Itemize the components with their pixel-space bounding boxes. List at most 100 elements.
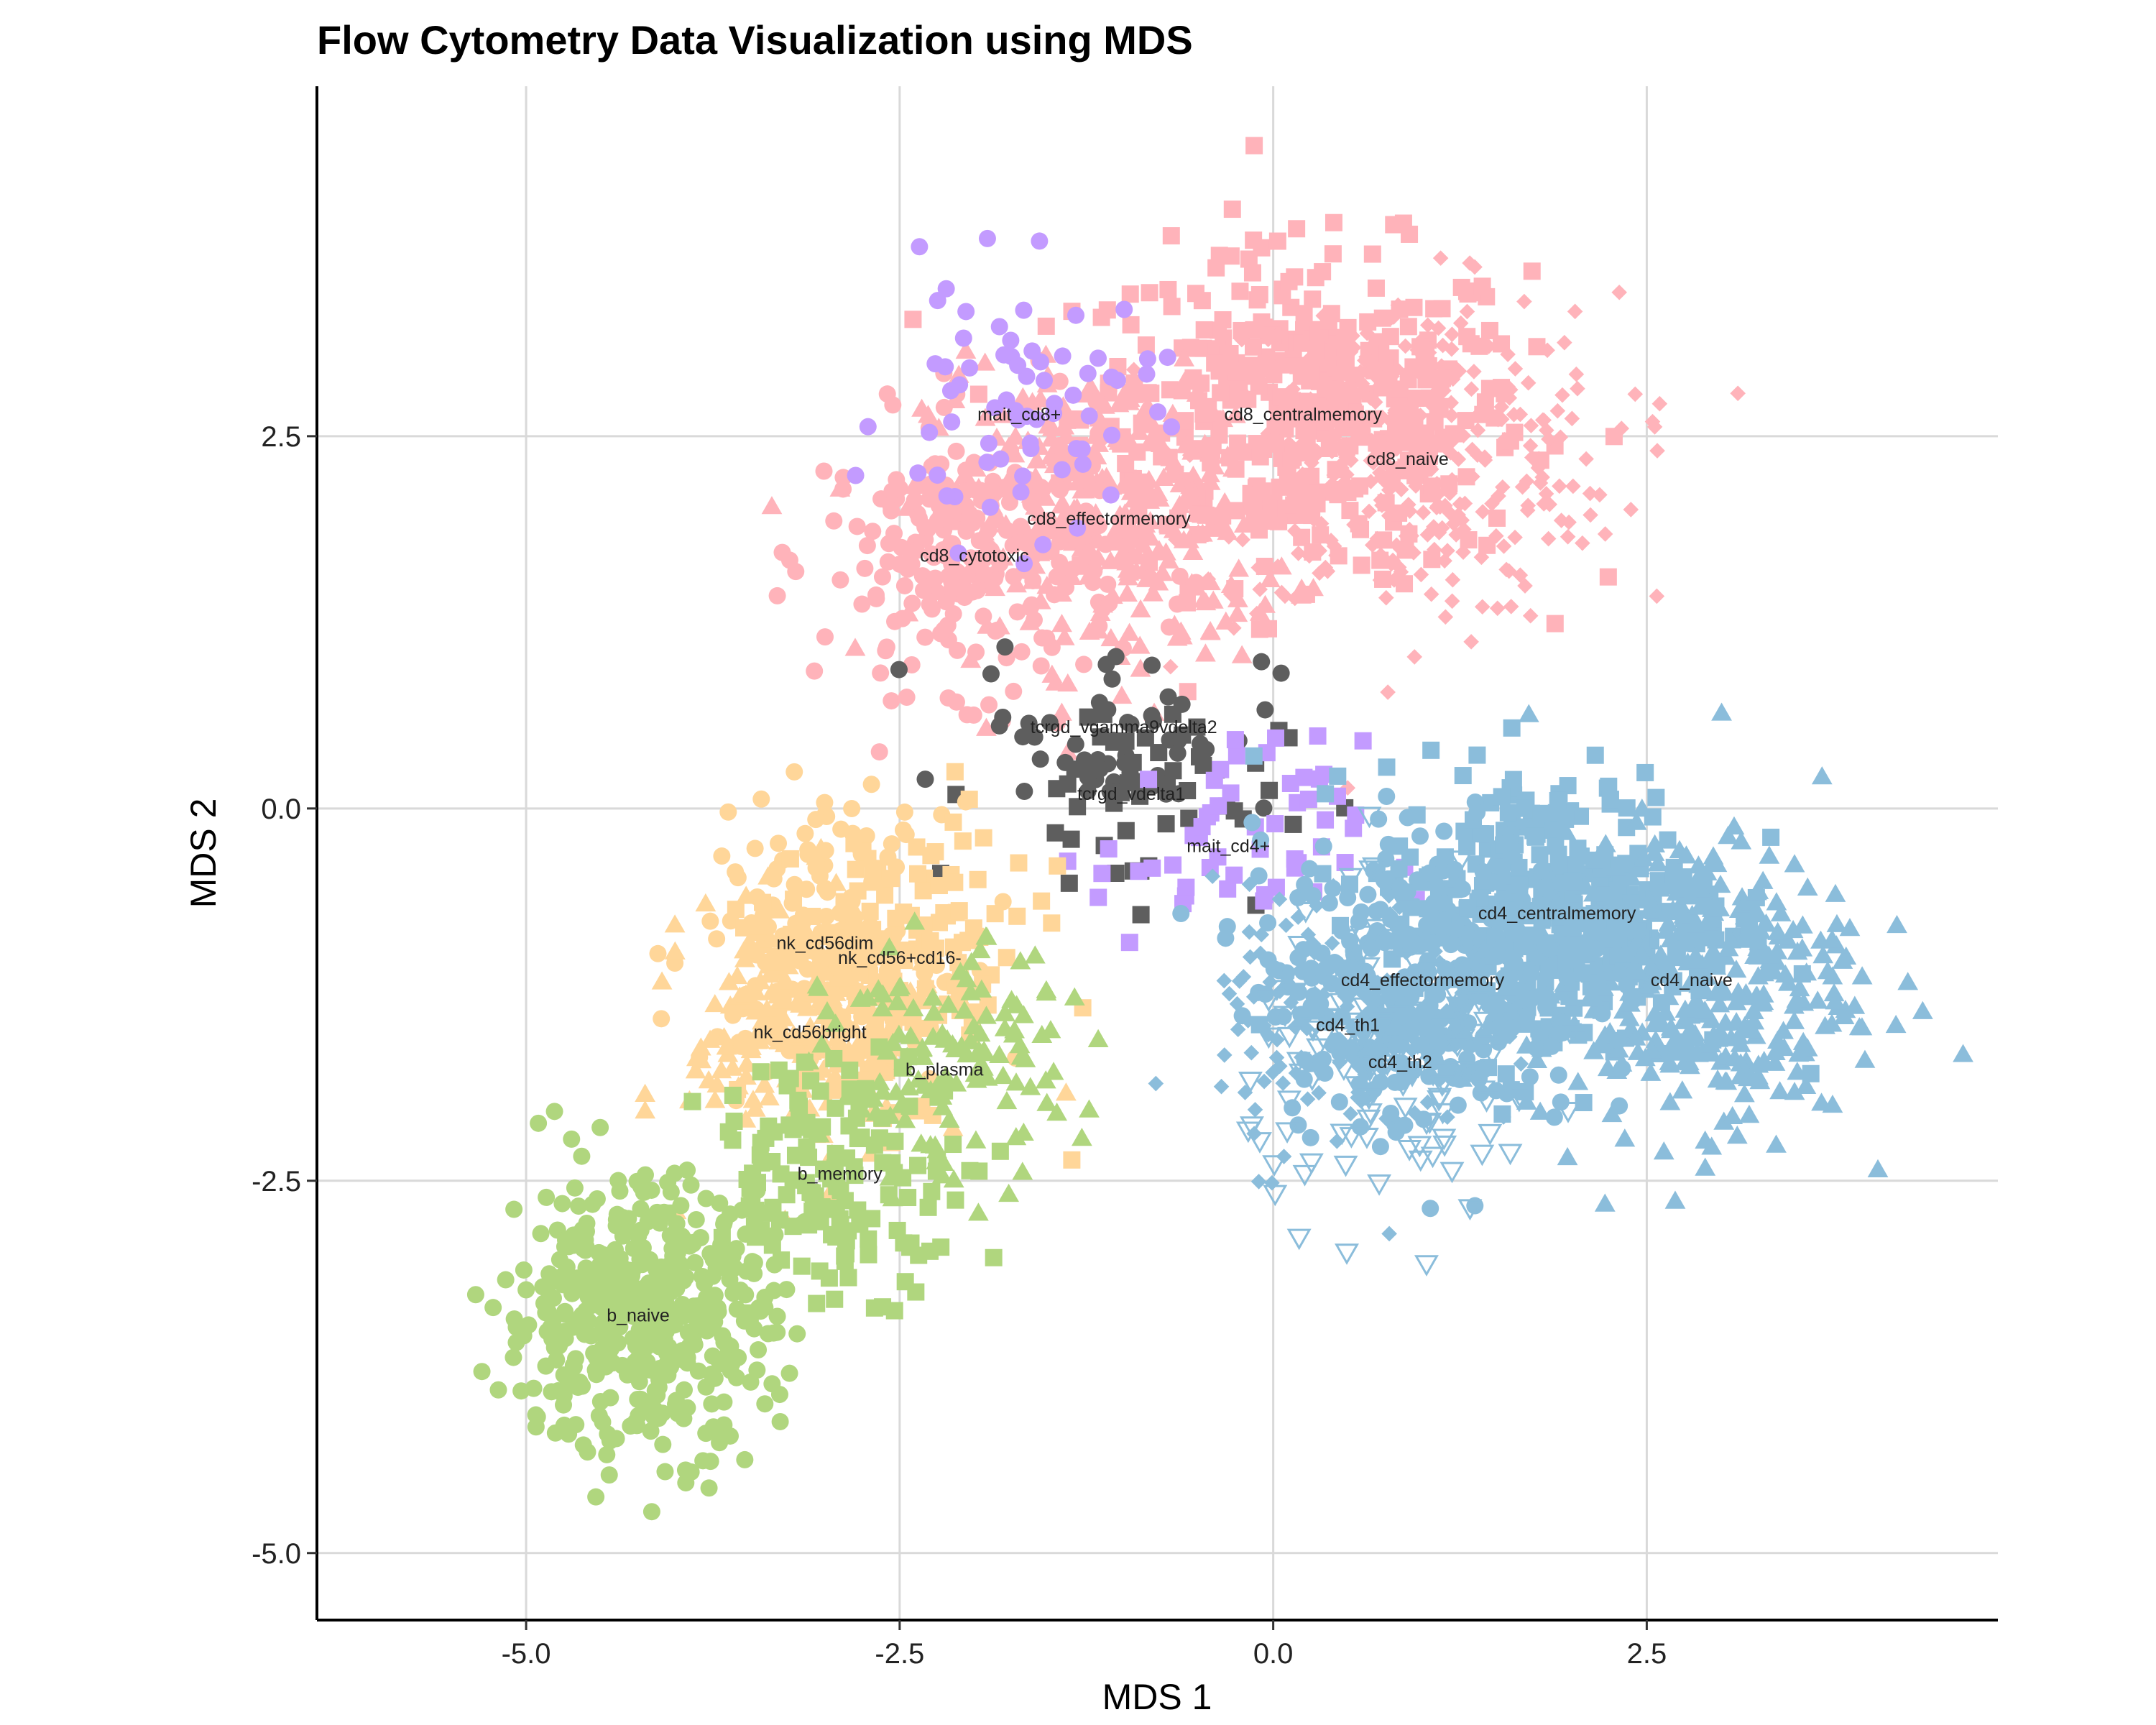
cluster-label: cd8_effectormemory bbox=[1027, 509, 1191, 529]
point-cd4-th1 bbox=[1381, 1225, 1397, 1242]
point-cd4-effectormemory bbox=[1302, 1128, 1319, 1146]
point-b-memory bbox=[873, 1109, 891, 1127]
cluster-label: b_memory bbox=[798, 1164, 883, 1184]
point-cd4-naive bbox=[1669, 840, 1690, 858]
point-cd8-naive bbox=[1439, 543, 1455, 558]
point-nk-cd56dim bbox=[719, 803, 737, 821]
point-cd8-naive bbox=[1417, 461, 1433, 477]
point-b-plasma bbox=[967, 1202, 989, 1221]
point-cd4-effectormemory bbox=[1172, 905, 1190, 923]
point-nk-cd56-cd16- bbox=[921, 932, 939, 950]
point-nk-cd56-cd16- bbox=[959, 932, 977, 949]
point-cd8-naive bbox=[1444, 593, 1460, 610]
point-nk-cd56-cd16- bbox=[946, 873, 964, 891]
point-cd4-naive bbox=[1770, 903, 1792, 921]
point-nk-cd56dim bbox=[883, 835, 900, 853]
point-cd8-centralmemory bbox=[1141, 284, 1158, 302]
point-cd4-effectormemory bbox=[1453, 880, 1471, 898]
point-cd8-effectormemory bbox=[911, 398, 932, 417]
point-tcrgd-vgamma9vdelta2 bbox=[994, 708, 1012, 726]
point-cd8-effectormemory bbox=[1026, 450, 1048, 469]
point-cd4-naive bbox=[1713, 1111, 1735, 1130]
point-cd8-cytotoxic bbox=[856, 559, 874, 577]
point-mait-cd8- bbox=[1102, 486, 1120, 504]
point-cd8-effectormemory bbox=[1135, 514, 1156, 533]
point-cd4-naive bbox=[1621, 868, 1642, 886]
point-cd8-cytotoxic bbox=[883, 502, 900, 520]
point-cd4-effectormemory bbox=[1558, 969, 1576, 987]
point-b-naive bbox=[788, 1325, 806, 1343]
point-b-naive bbox=[629, 1390, 647, 1408]
point-cd8-cytotoxic bbox=[1100, 594, 1118, 612]
point-cd8-cytotoxic bbox=[1018, 535, 1036, 553]
point-b-naive bbox=[515, 1261, 533, 1279]
point-tcrgd-vgamma9vdelta2 bbox=[1272, 664, 1290, 682]
point-b-naive bbox=[642, 1181, 660, 1199]
point-cd4-naive bbox=[1787, 942, 1808, 960]
point-b-naive bbox=[653, 1258, 671, 1276]
point-cd8-effectormemory bbox=[1030, 389, 1051, 408]
point-cd8-naive bbox=[1426, 374, 1442, 390]
cluster-label: cd4_centralmemory bbox=[1478, 903, 1636, 924]
point-cd8-naive bbox=[1342, 344, 1359, 360]
point-cd8-cytotoxic bbox=[883, 692, 900, 710]
point-cd8-cytotoxic bbox=[967, 643, 985, 661]
point-cd8-naive bbox=[1542, 496, 1557, 512]
point-nk-cd56-cd16- bbox=[950, 902, 968, 920]
point-cd8-cytotoxic bbox=[864, 523, 882, 540]
point-cd8-cytotoxic bbox=[943, 573, 961, 591]
point-cd8-cytotoxic bbox=[1032, 657, 1050, 675]
point-cd8-naive bbox=[1462, 255, 1478, 271]
point-cd8-naive bbox=[1391, 506, 1406, 522]
point-cd8-effectormemory bbox=[1054, 416, 1075, 435]
point-tcrgd-vgamma9vdelta2 bbox=[1255, 799, 1273, 817]
point-cd8-centralmemory bbox=[1353, 556, 1370, 574]
point-cd8-cytotoxic bbox=[916, 628, 934, 646]
point-cd4-naive bbox=[1758, 945, 1779, 964]
point-cd8-centralmemory bbox=[1304, 290, 1322, 308]
point-b-naive bbox=[748, 1182, 766, 1200]
point-cd8-naive bbox=[1456, 521, 1472, 538]
point-b-memory bbox=[885, 1164, 903, 1182]
point-b-naive bbox=[681, 1338, 699, 1356]
point-mait-cd8- bbox=[1012, 483, 1030, 501]
point-cd8-cytotoxic bbox=[1075, 656, 1093, 673]
point-cd8-naive bbox=[1300, 351, 1317, 368]
point-cd8-naive bbox=[1560, 528, 1576, 545]
data-points bbox=[466, 137, 1973, 1521]
point-cd8-centralmemory bbox=[1391, 380, 1409, 398]
point-b-naive bbox=[573, 1220, 591, 1238]
point-mait-cd8- bbox=[978, 454, 996, 472]
point-cd4-effectormemory bbox=[1217, 929, 1235, 947]
point-cd8-naive bbox=[1567, 303, 1583, 320]
point-cd4-centralmemory bbox=[1531, 846, 1549, 864]
point-cd8-centralmemory bbox=[1212, 384, 1230, 402]
point-mait-cd4- bbox=[1309, 727, 1327, 745]
point-b-memory bbox=[936, 1082, 954, 1100]
point-cd8-naive bbox=[1302, 548, 1317, 564]
point-mait-cd8- bbox=[1046, 395, 1064, 413]
point-b-memory bbox=[826, 1144, 844, 1162]
point-cd8-naive bbox=[1352, 385, 1368, 402]
point-cd4-centralmemory bbox=[1493, 788, 1511, 806]
point-cd8-effectormemory bbox=[1140, 433, 1161, 451]
point-cd4-naive bbox=[1737, 929, 1759, 948]
point-cd4-effectormemory bbox=[1611, 1097, 1628, 1115]
point-mait-cd8- bbox=[949, 544, 967, 562]
point-cd8-effectormemory bbox=[1203, 402, 1225, 421]
point-tcrgd-vgamma9vdelta2 bbox=[916, 770, 934, 788]
point-cd8-cytotoxic bbox=[1013, 643, 1031, 661]
point-b-memory bbox=[991, 1142, 1009, 1160]
point-cd8-naive bbox=[1429, 476, 1445, 492]
point-b-naive bbox=[563, 1284, 581, 1302]
point-b-memory bbox=[808, 1294, 826, 1312]
point-cd8-cytotoxic bbox=[831, 571, 849, 589]
point-cd8-cytotoxic bbox=[988, 621, 1006, 639]
point-cd4-effectormemory bbox=[1501, 834, 1519, 852]
point-nk-cd56dim bbox=[807, 811, 825, 829]
point-nk-cd56dim bbox=[816, 794, 834, 811]
point-cd8-effectormemory bbox=[1225, 405, 1246, 423]
point-mait-cd8- bbox=[1014, 467, 1032, 485]
point-tcrgd-vdelta1 bbox=[1132, 906, 1150, 924]
point-cd8-naive bbox=[1627, 386, 1644, 402]
